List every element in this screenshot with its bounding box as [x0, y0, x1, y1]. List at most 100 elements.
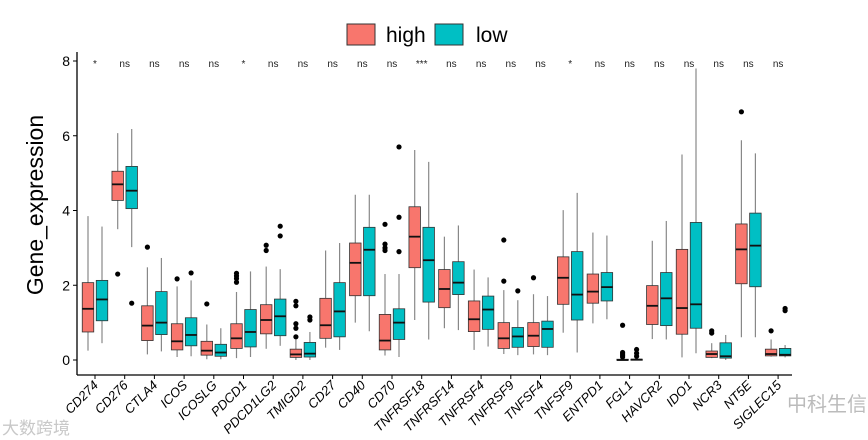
outlier-point	[293, 325, 299, 331]
box	[274, 298, 287, 337]
outlier-point	[263, 242, 269, 248]
outlier-point	[396, 144, 402, 150]
box-low-SIGLEC15	[778, 305, 792, 358]
box	[170, 323, 184, 351]
box-low-CD70	[392, 144, 406, 358]
outlier-point	[782, 305, 788, 312]
outlier-point	[277, 233, 283, 239]
box	[319, 297, 332, 339]
box-high-ICOSLG	[200, 301, 213, 360]
legend: high low	[346, 23, 508, 47]
outlier-point	[115, 271, 121, 277]
outlier-point	[738, 109, 745, 115]
box-low-TNFSF4	[541, 296, 554, 356]
box-low-ICOSLG	[214, 328, 227, 360]
box-high-NCR3	[705, 328, 718, 359]
significance-label: *	[93, 59, 97, 70]
box	[557, 256, 570, 305]
box-high-TNFSF4	[527, 275, 540, 355]
outlier-point	[277, 223, 283, 229]
box	[200, 340, 213, 356]
box	[244, 309, 257, 348]
significance-label: ns	[357, 59, 368, 70]
significance-label: ns	[506, 59, 517, 70]
box-low-FGL1	[630, 346, 643, 361]
box-low-ENTPD1	[600, 235, 614, 320]
box-low-PDCD1	[244, 271, 257, 358]
x-tick-label: CD40	[334, 377, 369, 412]
box-high-CD274	[81, 216, 95, 351]
box	[392, 308, 406, 340]
outlier-point	[174, 276, 180, 282]
box	[81, 282, 95, 333]
box-high-HAVCR2	[646, 240, 659, 340]
outlier-point	[396, 249, 402, 255]
box	[481, 295, 495, 330]
box	[111, 170, 124, 201]
box-high-TNFRSF9	[497, 237, 510, 355]
box	[541, 320, 554, 348]
y-axis-label: Gene_expression	[22, 115, 48, 295]
watermark-right: 中科生信	[787, 392, 867, 416]
box	[378, 314, 392, 351]
box	[141, 305, 154, 341]
box	[184, 317, 198, 347]
box-high-CD40	[349, 194, 362, 323]
outlier-point	[307, 314, 313, 320]
box	[333, 282, 346, 338]
significance-label: *	[568, 59, 572, 70]
significance-label: *	[242, 59, 246, 70]
box	[497, 322, 510, 349]
outlier-point	[634, 350, 640, 356]
significance-label: ns	[654, 59, 665, 70]
box-high-FGL1	[616, 322, 629, 361]
box	[764, 348, 778, 357]
outlier-point	[233, 270, 240, 276]
box	[230, 323, 243, 349]
significance-label: ns	[535, 59, 546, 70]
watermark-left: 大数跨境	[2, 419, 70, 439]
box-low-CD27	[333, 243, 346, 350]
box-low-TNFRSF9	[511, 288, 524, 356]
box-low-IDO1	[689, 68, 703, 354]
box	[735, 223, 748, 285]
outlier-point	[293, 303, 299, 309]
box-low-NCR3	[719, 334, 732, 360]
box	[675, 248, 689, 335]
significance-label: ns	[743, 59, 754, 70]
significance-label: ns	[298, 59, 309, 70]
outlier-point	[620, 349, 626, 356]
box-high-SIGLEC15	[764, 328, 778, 357]
box	[214, 343, 227, 357]
box	[467, 300, 481, 332]
outlier-point	[382, 245, 388, 251]
outlier-point	[382, 241, 388, 247]
box-low-CD40	[363, 194, 376, 332]
box-high-TNFRSF18	[408, 149, 421, 321]
box	[527, 322, 540, 347]
box	[155, 291, 168, 335]
box	[778, 348, 792, 357]
x-tick-label: NCR3	[689, 377, 725, 413]
significance-label: ns	[209, 59, 220, 70]
box	[125, 165, 138, 210]
significance-label: ns	[595, 59, 606, 70]
box-low-TMIGD2	[303, 314, 317, 360]
box-low-CTLA4	[155, 257, 168, 352]
box	[719, 342, 732, 359]
x-tick-label: CTLA4	[121, 378, 160, 417]
y-tick-label: 6	[62, 128, 70, 144]
significance-label: ns	[149, 59, 160, 70]
legend-label-low: low	[476, 24, 508, 47]
outlier-point	[144, 244, 150, 250]
box-low-TNFRSF4	[481, 277, 495, 347]
significance-label: ns	[119, 59, 130, 70]
outlier-point	[293, 321, 299, 327]
box	[749, 212, 762, 288]
box	[689, 222, 703, 329]
box-high-TNFRSF4	[467, 269, 481, 350]
legend-label-high: high	[386, 24, 426, 47]
outlier-point	[530, 275, 537, 281]
box-low-TNFRSF14	[452, 225, 465, 331]
